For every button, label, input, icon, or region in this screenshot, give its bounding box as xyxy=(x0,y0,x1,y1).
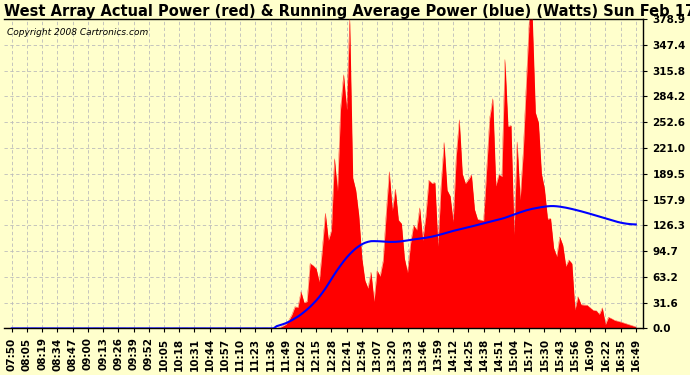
Text: Copyright 2008 Cartronics.com: Copyright 2008 Cartronics.com xyxy=(8,28,148,38)
Text: West Array Actual Power (red) & Running Average Power (blue) (Watts) Sun Feb 17 : West Array Actual Power (red) & Running … xyxy=(4,4,690,19)
